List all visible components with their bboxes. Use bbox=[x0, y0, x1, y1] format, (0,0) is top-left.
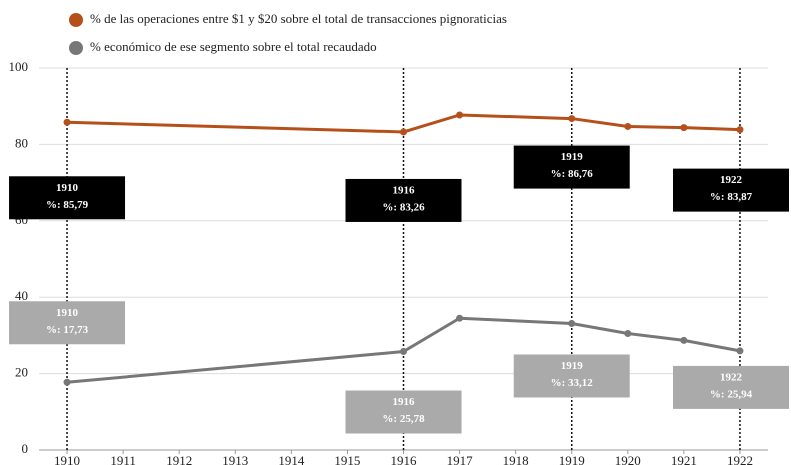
point bbox=[680, 124, 688, 132]
point bbox=[736, 347, 744, 355]
point bbox=[456, 314, 464, 322]
point bbox=[63, 118, 71, 126]
point bbox=[63, 378, 71, 386]
x-tick-label: 1911 bbox=[110, 453, 136, 465]
label-box bbox=[513, 145, 630, 189]
legend-marker bbox=[69, 41, 83, 55]
x-tick-label: 1914 bbox=[278, 453, 305, 465]
label-year: 1910 bbox=[56, 182, 79, 194]
data-label: %: 33,12 bbox=[551, 377, 594, 389]
data-label: %: 17,73 bbox=[46, 324, 89, 336]
label-year: 1910 bbox=[56, 307, 79, 319]
x-tick-label: 1921 bbox=[671, 453, 697, 465]
point bbox=[400, 348, 407, 356]
legend-marker bbox=[69, 13, 83, 27]
label-year: 1922 bbox=[720, 371, 743, 383]
x-tick-label: 1912 bbox=[166, 453, 192, 465]
label-year: 1922 bbox=[720, 174, 743, 186]
x-tick-label: 1915 bbox=[334, 453, 360, 465]
data-label: %: 83,26 bbox=[382, 201, 425, 213]
data-label: %: 86,76 bbox=[551, 168, 594, 180]
y-tick-label: 0 bbox=[22, 441, 29, 456]
point bbox=[736, 126, 744, 134]
point bbox=[568, 115, 576, 123]
y-tick-label: 100 bbox=[9, 59, 29, 74]
x-tick-label: 1913 bbox=[222, 453, 248, 465]
data-label: %: 25,94 bbox=[710, 388, 753, 400]
x-tick-label: 1916 bbox=[391, 453, 418, 465]
label-box bbox=[9, 301, 126, 345]
label-year: 1919 bbox=[561, 360, 584, 372]
label-box bbox=[345, 178, 462, 222]
point bbox=[680, 336, 688, 344]
legend-label: % de las operaciones entre $1 y $20 sobr… bbox=[90, 11, 507, 26]
x-tick-label: 1922 bbox=[727, 453, 753, 465]
label-year: 1919 bbox=[561, 151, 584, 163]
x-tick-label: 1910 bbox=[54, 453, 80, 465]
label-year: 1916 bbox=[393, 396, 416, 408]
data-label: %: 83,87 bbox=[710, 191, 753, 203]
data-label: %: 85,79 bbox=[46, 199, 89, 211]
x-tick-label: 1920 bbox=[615, 453, 641, 465]
label-box bbox=[673, 365, 789, 409]
point bbox=[568, 319, 576, 327]
y-tick-label: 40 bbox=[15, 288, 28, 303]
label-box bbox=[9, 176, 126, 220]
label-year: 1916 bbox=[393, 184, 416, 196]
label-box bbox=[673, 168, 789, 212]
label-box bbox=[345, 390, 462, 434]
point bbox=[400, 128, 407, 136]
x-tick-label: 1919 bbox=[559, 453, 585, 465]
x-tick-label: 1917 bbox=[447, 453, 474, 465]
legend-label: % económico de ese segmento sobre el tot… bbox=[90, 39, 377, 54]
x-tick-label: 1918 bbox=[503, 453, 529, 465]
y-tick-label: 80 bbox=[15, 135, 28, 150]
point bbox=[624, 122, 632, 130]
y-tick-label: 20 bbox=[15, 365, 28, 380]
data-label: %: 25,78 bbox=[382, 413, 425, 425]
label-box bbox=[513, 354, 630, 398]
point bbox=[624, 329, 632, 337]
point bbox=[456, 111, 464, 119]
